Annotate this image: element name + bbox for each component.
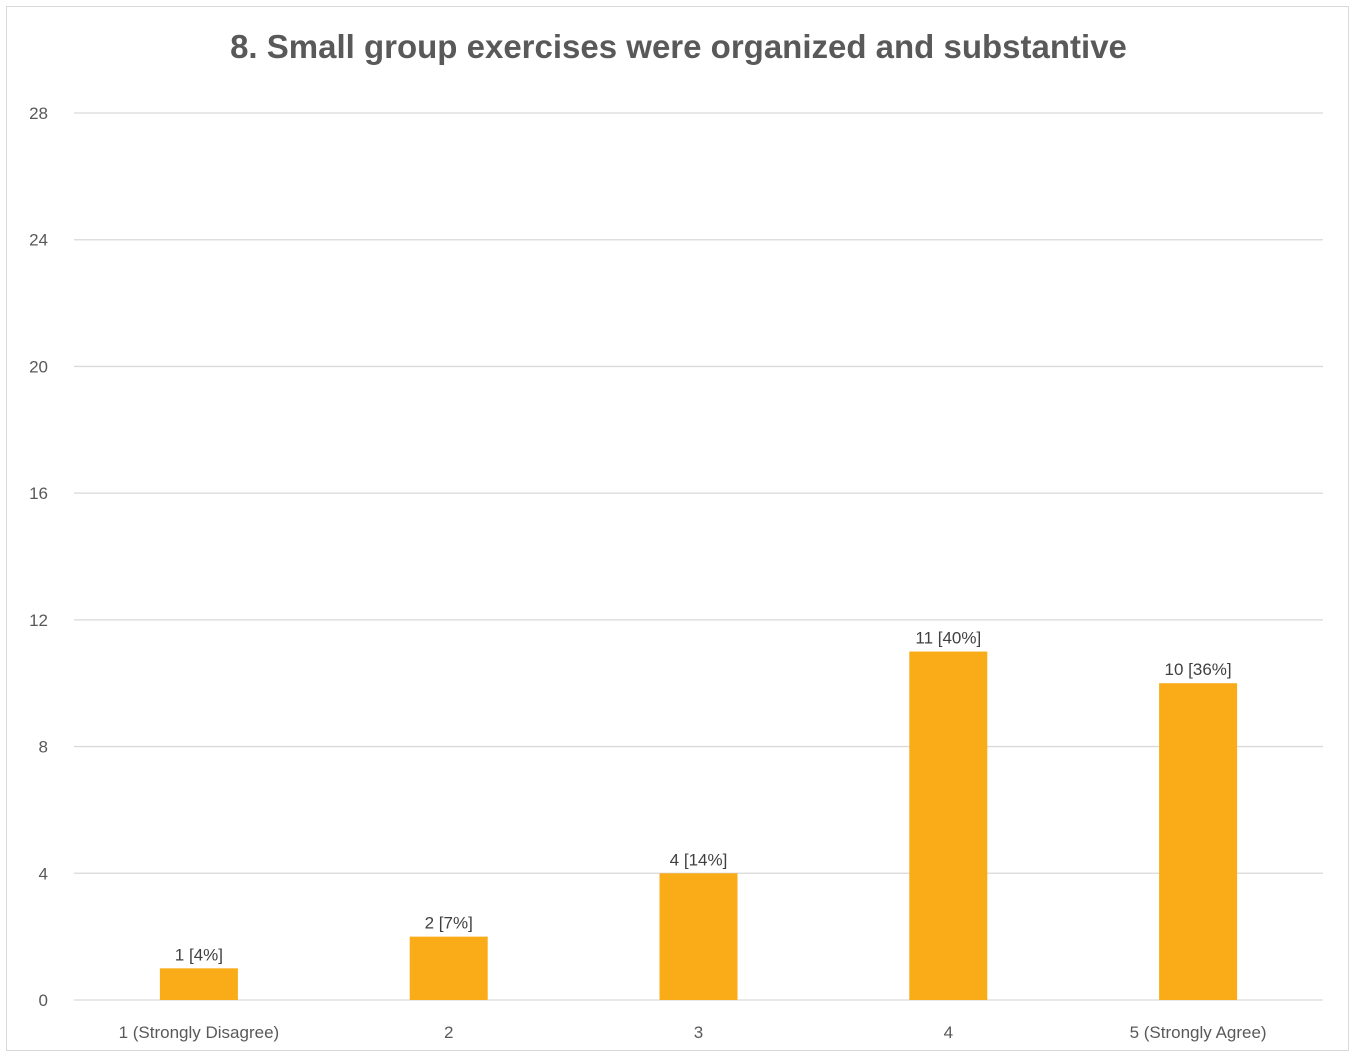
x-tick-label-3: 3 — [694, 1023, 703, 1042]
gridlines — [74, 112, 1323, 1001]
x-tick-label-5: 5 (Strongly Agree) — [1130, 1023, 1267, 1042]
y-tick-label: 28 — [29, 104, 48, 123]
data-label-2: 2 [7%] — [425, 914, 473, 933]
bar-4 — [909, 651, 988, 1000]
y-axis-ticks: 0 4 8 12 16 20 24 28 — [29, 104, 48, 1010]
y-tick-label: 20 — [29, 357, 48, 376]
y-tick-label: 0 — [39, 991, 48, 1010]
data-labels: 1 [4%] 2 [7%] 4 [14%] 11 [40%] 10 [36%] — [175, 629, 1232, 965]
y-tick-label: 8 — [39, 738, 48, 757]
y-tick-label: 16 — [29, 484, 48, 503]
bar-5 — [1159, 683, 1238, 1000]
x-axis-ticks: 1 (Strongly Disagree) 2 3 4 5 (Strongly Agre… — [119, 1023, 1267, 1042]
y-tick-label: 4 — [39, 864, 48, 883]
bar-2 — [409, 936, 488, 1000]
bar-3 — [659, 873, 738, 1000]
bar-1 — [159, 968, 238, 1000]
y-tick-label: 24 — [29, 231, 48, 250]
chart-title: 8. Small group exercises were organized … — [230, 28, 1127, 65]
x-tick-label-1: 1 (Strongly Disagree) — [119, 1023, 280, 1042]
x-tick-label-2: 2 — [444, 1023, 453, 1042]
data-label-1: 1 [4%] — [175, 945, 223, 964]
bars — [159, 651, 1238, 1000]
x-tick-label-4: 4 — [944, 1023, 953, 1042]
y-tick-label: 12 — [29, 611, 48, 630]
data-label-5: 10 [36%] — [1165, 660, 1232, 679]
data-label-4: 11 [40%] — [915, 629, 981, 648]
data-label-3: 4 [14%] — [670, 850, 728, 869]
